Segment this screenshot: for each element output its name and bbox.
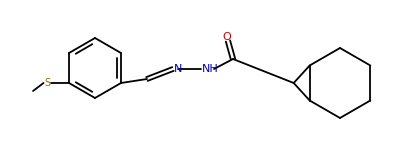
Text: NH: NH — [202, 64, 218, 74]
Text: N: N — [173, 64, 182, 74]
Text: S: S — [44, 78, 50, 88]
Text: O: O — [222, 32, 231, 42]
